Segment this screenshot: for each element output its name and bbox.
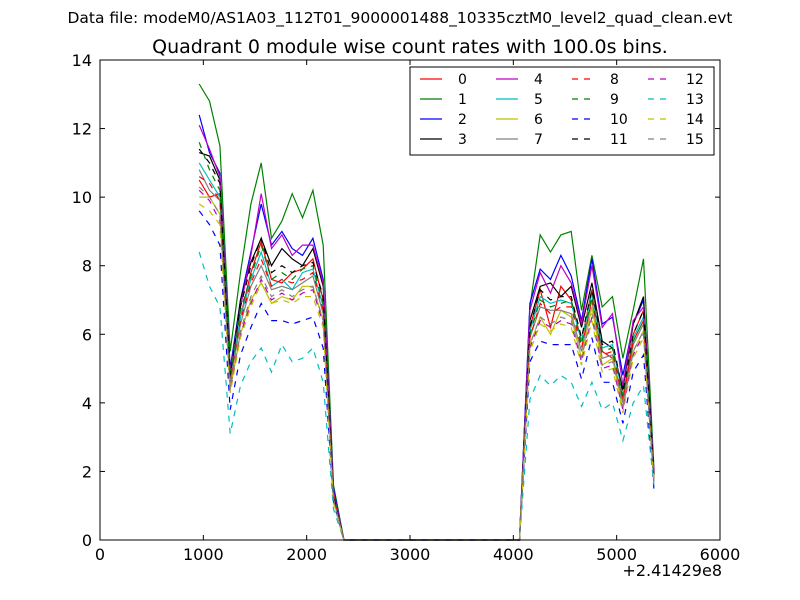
- legend-label-11: 11: [610, 132, 628, 148]
- series-line-6: [199, 196, 655, 541]
- y-tick-label: 8: [82, 257, 92, 276]
- legend-label-6: 6: [534, 112, 543, 128]
- legend-label-7: 7: [534, 132, 543, 148]
- legend-label-8: 8: [610, 72, 619, 88]
- x-tick-label: 1000: [183, 545, 224, 564]
- legend-label-3: 3: [458, 132, 467, 148]
- legend-label-0: 0: [458, 72, 467, 88]
- x-tick-label: 3000: [390, 545, 431, 564]
- y-tick-label: 12: [72, 120, 92, 139]
- legend-label-5: 5: [534, 92, 543, 108]
- x-tick-label: 4000: [493, 545, 534, 564]
- legend-label-2: 2: [458, 112, 467, 128]
- series-line-5: [198, 162, 655, 541]
- chart-title: Quadrant 0 module wise count rates with …: [152, 36, 668, 58]
- x-tick-label: 6000: [700, 545, 741, 564]
- y-tick-label: 10: [72, 188, 92, 207]
- x-tick-label: 2000: [286, 545, 327, 564]
- legend-label-9: 9: [610, 92, 619, 108]
- y-tick-label: 2: [82, 462, 92, 481]
- legend-label-13: 13: [686, 92, 704, 108]
- legend-box: [409, 66, 715, 156]
- legend-label-12: 12: [686, 72, 704, 88]
- legend-label-14: 14: [686, 112, 704, 128]
- x-tick-label: 0: [95, 545, 105, 564]
- figure-suptitle: Data file: modeM0/AS1A03_112T01_90000014…: [67, 9, 733, 27]
- series-line-12: [198, 189, 655, 541]
- x-axis-offset-label: +2.41429e8: [622, 561, 722, 580]
- x-tick-label: 5000: [596, 545, 637, 564]
- legend-label-4: 4: [534, 72, 543, 88]
- y-tick-label: 6: [82, 325, 92, 344]
- series-line-13: [198, 251, 655, 541]
- series-line-15: [198, 186, 655, 541]
- legend-label-15: 15: [686, 132, 704, 148]
- legend-label-1: 1: [458, 92, 467, 108]
- y-tick-label: 0: [82, 531, 92, 550]
- y-tick-label: 14: [72, 51, 92, 70]
- legend-label-10: 10: [610, 112, 628, 128]
- y-tick-label: 4: [82, 394, 92, 413]
